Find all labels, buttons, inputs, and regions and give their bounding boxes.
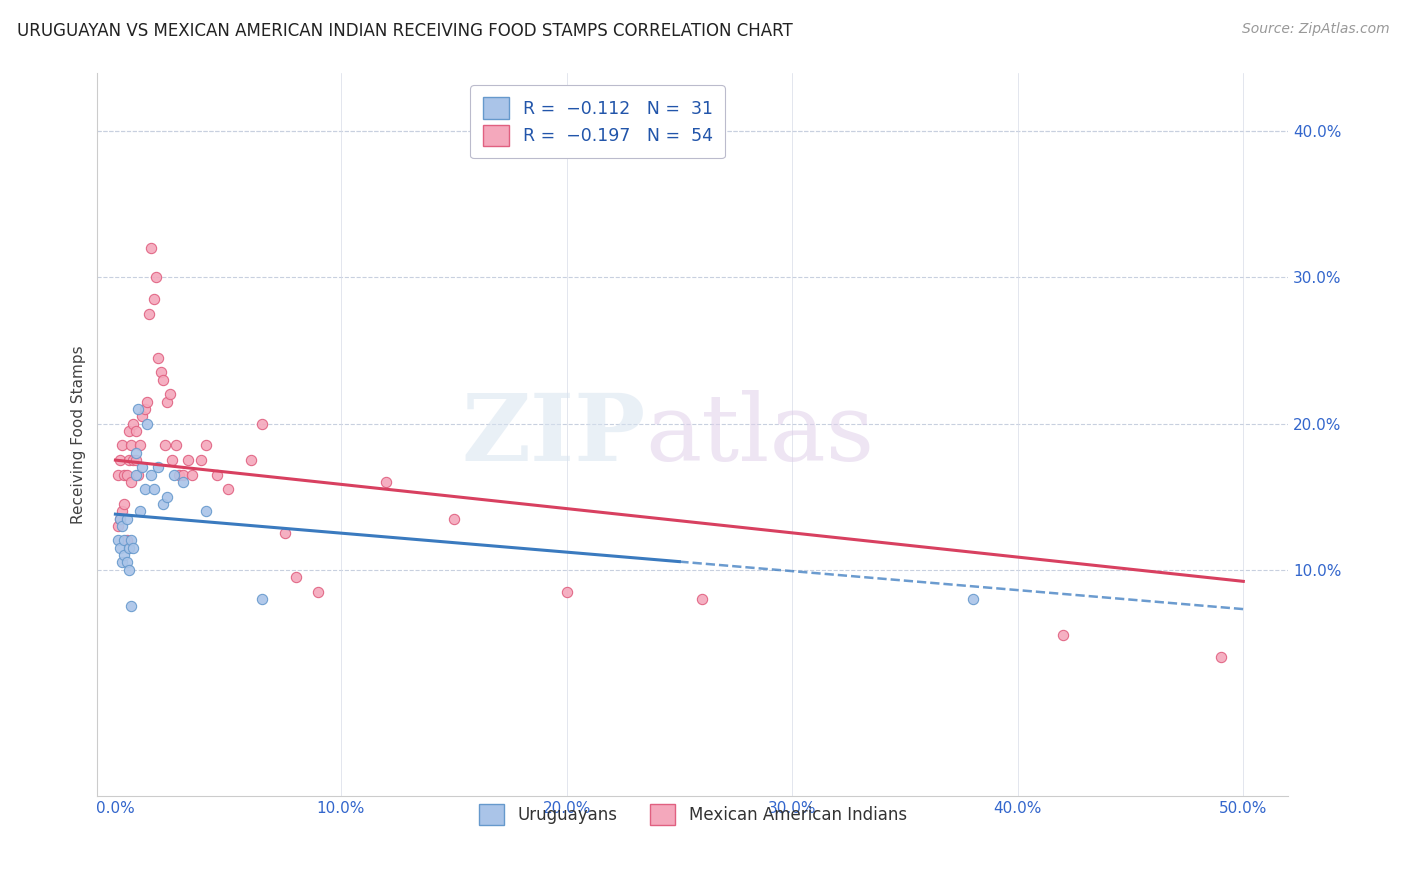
Point xyxy=(134,483,156,497)
Point xyxy=(115,467,138,482)
Point xyxy=(142,483,165,497)
Point xyxy=(107,519,129,533)
Point xyxy=(127,467,149,482)
Text: atlas: atlas xyxy=(645,390,875,480)
Point xyxy=(176,453,198,467)
Point xyxy=(111,519,134,533)
Point xyxy=(122,453,145,467)
Point xyxy=(125,467,148,482)
Point xyxy=(149,366,172,380)
Point xyxy=(129,504,152,518)
Point xyxy=(181,467,204,482)
Point xyxy=(555,584,578,599)
Point xyxy=(125,446,148,460)
Point xyxy=(152,497,174,511)
Text: URUGUAYAN VS MEXICAN AMERICAN INDIAN RECEIVING FOOD STAMPS CORRELATION CHART: URUGUAYAN VS MEXICAN AMERICAN INDIAN REC… xyxy=(17,22,793,40)
Point xyxy=(125,453,148,467)
Point xyxy=(148,351,170,365)
Point xyxy=(112,467,135,482)
Point xyxy=(111,438,134,452)
Point xyxy=(118,541,141,555)
Point xyxy=(167,467,190,482)
Point xyxy=(443,511,465,525)
Point xyxy=(108,511,131,525)
Point xyxy=(115,555,138,569)
Point xyxy=(205,467,228,482)
Point xyxy=(194,504,217,518)
Point xyxy=(131,460,153,475)
Point xyxy=(159,387,181,401)
Point xyxy=(148,460,170,475)
Point xyxy=(190,453,212,467)
Point xyxy=(690,591,713,606)
Point xyxy=(125,424,148,438)
Point xyxy=(142,293,165,307)
Point xyxy=(112,497,135,511)
Point xyxy=(112,548,135,562)
Point xyxy=(250,417,273,431)
Point xyxy=(1209,650,1232,665)
Point xyxy=(118,563,141,577)
Point xyxy=(284,570,307,584)
Point xyxy=(273,526,295,541)
Point xyxy=(152,373,174,387)
Point xyxy=(136,417,159,431)
Point xyxy=(122,417,145,431)
Point xyxy=(172,467,194,482)
Point xyxy=(217,483,239,497)
Point xyxy=(153,438,176,452)
Point xyxy=(163,467,186,482)
Point xyxy=(118,424,141,438)
Point xyxy=(141,241,163,255)
Point xyxy=(108,541,131,555)
Point xyxy=(107,533,129,548)
Point xyxy=(375,475,398,489)
Point xyxy=(129,438,152,452)
Point xyxy=(160,453,183,467)
Point xyxy=(136,394,159,409)
Point xyxy=(108,453,131,467)
Point xyxy=(120,438,142,452)
Point xyxy=(120,599,142,614)
Point xyxy=(962,591,984,606)
Point xyxy=(122,541,145,555)
Point xyxy=(112,533,135,548)
Point xyxy=(115,533,138,548)
Point xyxy=(134,401,156,416)
Point xyxy=(120,475,142,489)
Point xyxy=(239,453,262,467)
Point xyxy=(156,394,179,409)
Y-axis label: Receiving Food Stamps: Receiving Food Stamps xyxy=(72,345,86,524)
Point xyxy=(107,467,129,482)
Point xyxy=(172,475,194,489)
Point xyxy=(165,438,187,452)
Point xyxy=(118,453,141,467)
Point xyxy=(1052,628,1074,642)
Point xyxy=(250,591,273,606)
Point xyxy=(127,401,149,416)
Legend: Uruguayans, Mexican American Indians: Uruguayans, Mexican American Indians xyxy=(468,795,917,835)
Point xyxy=(141,467,163,482)
Point xyxy=(307,584,329,599)
Text: ZIP: ZIP xyxy=(461,390,645,480)
Point xyxy=(194,438,217,452)
Point xyxy=(108,511,131,525)
Point xyxy=(145,270,167,285)
Point xyxy=(131,409,153,424)
Point xyxy=(156,490,179,504)
Point xyxy=(138,307,160,321)
Text: Source: ZipAtlas.com: Source: ZipAtlas.com xyxy=(1241,22,1389,37)
Point xyxy=(115,511,138,525)
Point xyxy=(111,504,134,518)
Point xyxy=(111,555,134,569)
Point xyxy=(120,533,142,548)
